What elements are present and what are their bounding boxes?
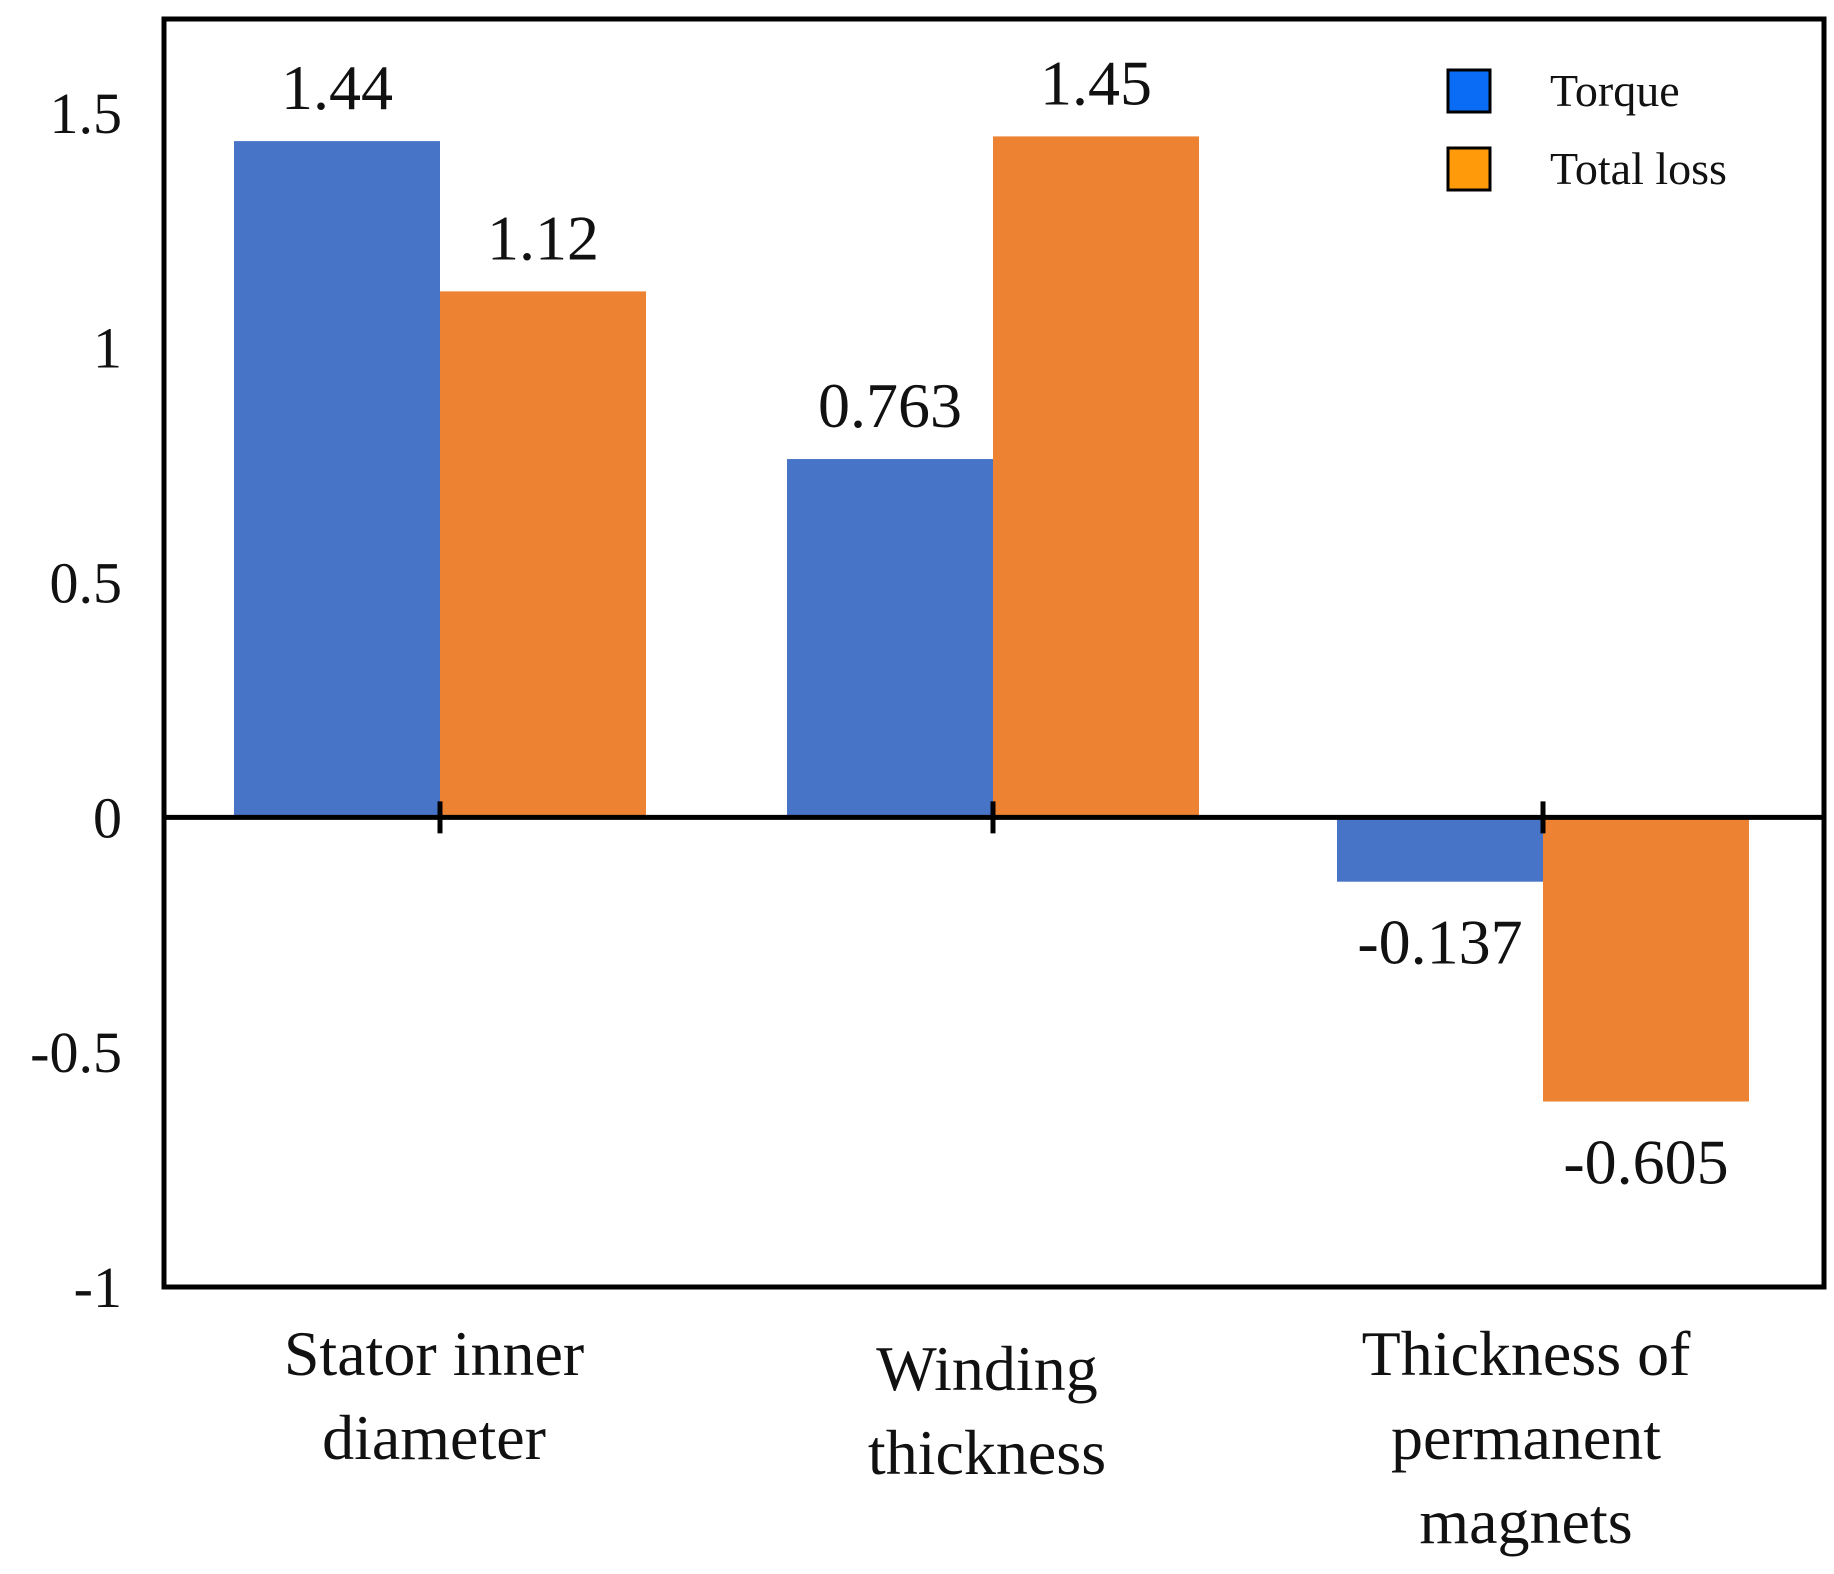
data-label-total-loss-0: 1.12 bbox=[487, 202, 599, 273]
legend-label-1: Total loss bbox=[1550, 143, 1727, 194]
legend-swatch-0 bbox=[1446, 68, 1492, 114]
data-label-torque-2: -0.137 bbox=[1357, 907, 1522, 978]
category-labels-group: Stator inner diameter Winding thickness Thic… bbox=[284, 1318, 1691, 1557]
category-label-0: Stator inner diameter bbox=[284, 1318, 584, 1473]
data-labels-group: 1.44 1.12 0.763 1.45 -0.137 -0.605 bbox=[281, 47, 1729, 1197]
bar-torque-1 bbox=[787, 459, 993, 818]
data-label-torque-0: 1.44 bbox=[281, 52, 393, 123]
legend-swatch-1 bbox=[1446, 146, 1492, 192]
bar-torque-2 bbox=[1337, 817, 1543, 882]
data-label-torque-1: 0.763 bbox=[818, 370, 962, 441]
y-tick-label-1: -0.5 bbox=[30, 1020, 122, 1085]
y-tick-label-5: 1.5 bbox=[50, 81, 123, 146]
data-label-total-loss-1: 1.45 bbox=[1040, 47, 1152, 118]
legend-label-0: Torque bbox=[1550, 65, 1680, 116]
x-ticks-group bbox=[437, 801, 1546, 834]
data-label-total-loss-2: -0.605 bbox=[1563, 1126, 1728, 1197]
bar-total-loss-0 bbox=[440, 291, 646, 818]
legend: Torque Total loss bbox=[1446, 65, 1727, 194]
y-tick-label-2: 0 bbox=[93, 785, 122, 850]
category-label-2: Thickness of permanent magnets bbox=[1362, 1318, 1692, 1557]
y-tick-label-3: 0.5 bbox=[50, 551, 123, 616]
category-label-1: Winding thickness bbox=[868, 1333, 1106, 1488]
y-tick-label-4: 1 bbox=[93, 316, 122, 381]
bar-total-loss-1 bbox=[993, 136, 1199, 818]
plot-frame bbox=[161, 16, 1827, 1290]
bars-group bbox=[234, 136, 1749, 1102]
y-tick-labels-group: -1 -0.5 0 0.5 1 1.5 bbox=[30, 81, 122, 1320]
bar-total-loss-2 bbox=[1543, 817, 1749, 1102]
y-tick-label-0: -1 bbox=[74, 1255, 122, 1320]
bar-torque-0 bbox=[234, 141, 440, 818]
